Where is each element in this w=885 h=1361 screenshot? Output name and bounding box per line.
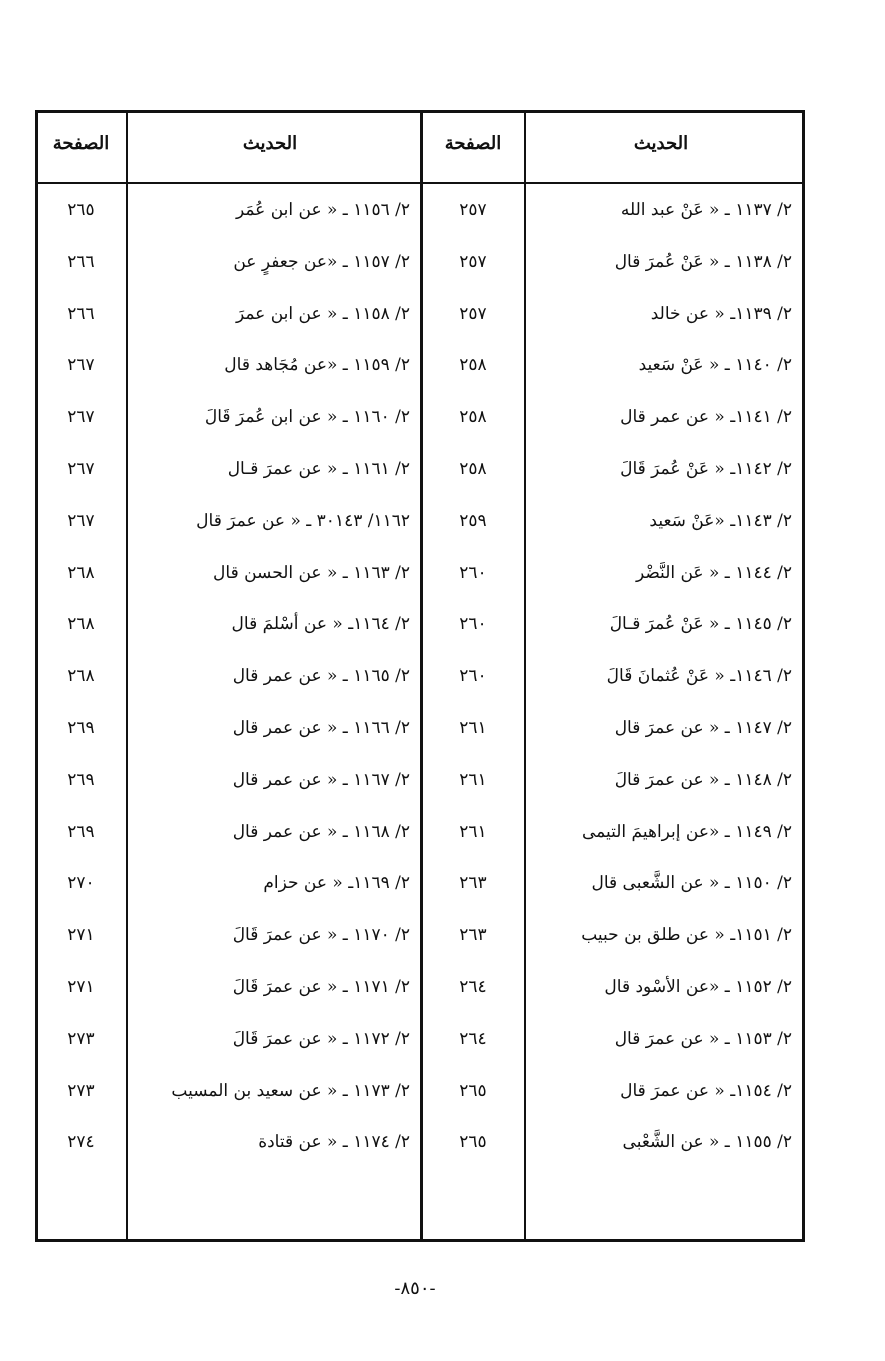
- hadith-cell: ٢/ ١١٥٤ـ « عن عمرَ قال: [620, 1080, 792, 1101]
- hadith-cell: ٢/ ١١٤٥ ـ « عَنْ عُمرَ قـالَ: [609, 614, 792, 635]
- column-header: الحديث: [633, 133, 689, 154]
- hadith-cell: ٢/ ١١٧٠ ـ « عن عمرَ قَالَ: [232, 925, 410, 946]
- hadith-cell: ٢/ ١١٧٢ ـ « عن عمرَ قَالَ: [232, 1028, 410, 1049]
- hadith-cell: ٢/ ١١٦١ ـ « عن عمرَ قـال: [227, 459, 410, 479]
- hadith-cell: ٢/ ١١٤٢ـ « عَنْ عُمرَ قَالَ: [620, 459, 792, 479]
- header-rule: [35, 182, 805, 184]
- page-cell: ٢٦٧: [67, 459, 95, 479]
- hadith-cell: ٢/ ١١٦٠ ـ « عن ابن عُمرَ قَالَ: [204, 407, 410, 428]
- page-cell: ٢٦٩: [67, 821, 95, 842]
- page-cell: ٢٥٨: [459, 355, 487, 376]
- page-cell: ٢٧٣: [67, 1028, 95, 1049]
- page-cell: ٢٥٧: [459, 303, 487, 324]
- page-cell: ٢٦١: [459, 821, 487, 842]
- page-cell: ٢٦٩: [67, 769, 95, 790]
- column-header: الصفحة: [52, 133, 110, 154]
- hadith-cell: ٢/ ١١٥٩ ـ «عن مُجَاهد قال: [224, 355, 410, 376]
- hadith-cell: ٢/ ١١٧٣ ـ « عن سعيد بن المسيب: [171, 1080, 410, 1101]
- hadith-cell: ٢/ ١١٥٦ ـ « عن ابن عُمَر: [235, 200, 410, 220]
- page-cell: ٢٧١: [67, 977, 95, 997]
- hadith-cell: ٢/ ١١٧٤ ـ « عن قتادة: [258, 1132, 410, 1153]
- hadith-cell: ٢/ ١١٤٣ـ «عَنْ سَعيد: [649, 510, 792, 531]
- page-cell: ٢٦٠: [459, 614, 487, 635]
- column-rule: [126, 110, 128, 1242]
- hadith-cell: ١١٦٢/ ٣٠١٤٣ ـ « عن عمرَ قال: [196, 510, 410, 531]
- page-cell: ٢٥٧: [459, 200, 487, 220]
- page-cell: ٢٦٣: [459, 925, 487, 946]
- page-cell: ٢٥٧: [459, 251, 487, 272]
- hadith-cell: ٢/ ١١٥٣ ـ « عن عمرَ قال: [614, 1028, 792, 1049]
- hadith-cell: ٢/ ١١٥٠ ـ « عن الشَّعبى قال: [591, 873, 792, 894]
- page-cell: ٢٥٨: [459, 407, 487, 428]
- hadith-cell: ٢/ ١١٥٧ ـ «عن جعفرٍ عن: [233, 251, 410, 272]
- page-cell: ٢٦٦: [67, 303, 95, 324]
- page-cell: ٢٦١: [459, 718, 487, 738]
- hadith-cell: ٢/ ١١٧١ ـ « عن عمرَ قَالَ: [232, 977, 410, 997]
- page-cell: ٢٦٣: [459, 873, 487, 894]
- page-cell: ٢٥٩: [459, 510, 487, 531]
- hadith-cell: ٢/ ١١٤٦ـ « عَنْ عُثمانَ قَالَ: [606, 666, 792, 687]
- column-rule: [420, 110, 423, 1242]
- page-cell: ٢٦٠: [459, 562, 487, 583]
- hadith-cell: ٢/ ١١٦٦ ـ « عن عمر قال: [232, 718, 410, 738]
- hadith-cell: ٢/ ١١٦٩ـ « عن حزام: [263, 873, 410, 894]
- hadith-cell: ٢/ ١١٦٧ ـ « عن عمر قال: [232, 769, 410, 790]
- page-cell: ٢٦٨: [67, 614, 95, 635]
- hadith-cell: ٢/ ١١٤٨ ـ « عن عمرَ قالَ: [614, 769, 792, 790]
- hadith-cell: ٢/ ١١٥٨ ـ « عن ابن عمرَ: [235, 303, 410, 324]
- hadith-cell: ٢/ ١١٦٤ـ « عن أسْلمَ قال: [231, 614, 410, 635]
- page-cell: ٢٦٤: [459, 977, 487, 997]
- page-cell: ٢٦٥: [459, 1080, 487, 1101]
- page-cell: ٢٦٥: [459, 1132, 487, 1153]
- hadith-cell: ٢/ ١١٥١ـ « عن طلق بن حبيب: [581, 925, 792, 946]
- hadith-cell: ٢/ ١١٤٧ ـ « عن عمرَ قال: [614, 718, 792, 738]
- hadith-cell: ٢/ ١١٤٠ ـ « عَنْ سَعيد: [638, 355, 792, 376]
- page-cell: ٢٦٧: [67, 510, 95, 531]
- page-cell: ٢٧٣: [67, 1080, 95, 1101]
- hadith-cell: ٢/ ١١٤٤ ـ « عَن النَّضْر: [635, 562, 792, 583]
- hadith-cell: ٢/ ١١٣٩ـ « عن خالد: [650, 303, 792, 324]
- page-cell: ٢٦٧: [67, 355, 95, 376]
- page-cell: ٢٦١: [459, 769, 487, 790]
- hadith-cell: ٢/ ١١٦٥ ـ « عن عمر قال: [232, 666, 410, 687]
- hadith-cell: ٢/ ١١٣٨ ـ « عَنْ عُمرَ قال: [614, 251, 792, 272]
- hadith-cell: ٢/ ١١٤١ـ « عن عمر قال: [620, 407, 792, 428]
- page-cell: ٢٦٧: [67, 407, 95, 428]
- hadith-cell: ٢/ ١١٥٥ ـ « عن الشَّعْبى: [622, 1132, 792, 1153]
- page-cell: ٢٧١: [67, 925, 95, 946]
- hadith-cell: ٢/ ١١٣٧ ـ « عَنْ عبد الله: [620, 200, 792, 220]
- column-header: الحديث: [242, 133, 298, 154]
- page-cell: ٢٦٨: [67, 666, 95, 687]
- page-cell: ٢٦٩: [67, 718, 95, 738]
- page-cell: ٢٦٦: [67, 251, 95, 272]
- page-cell: ٢٦٨: [67, 562, 95, 583]
- page-cell: ٢٦٤: [459, 1028, 487, 1049]
- page-cell: ٢٧٤: [67, 1132, 95, 1153]
- column-rule: [524, 110, 526, 1242]
- page-cell: ٢٦٥: [67, 200, 95, 220]
- page-cell: ٢٦٠: [459, 666, 487, 687]
- hadith-cell: ٢/ ١١٤٩ ـ «عن إبراهيمَ التيمى: [581, 821, 792, 842]
- column-header: الصفحة: [444, 133, 502, 154]
- page-number: -٨٥٠-: [394, 1278, 436, 1299]
- hadith-cell: ٢/ ١١٦٣ ـ « عن الحسن قال: [213, 562, 410, 583]
- page-cell: ٢٥٨: [459, 459, 487, 479]
- hadith-cell: ٢/ ١١٥٢ ـ «عن الأسْود قال: [604, 977, 792, 997]
- page-cell: ٢٧٠: [67, 873, 95, 894]
- hadith-cell: ٢/ ١١٦٨ ـ « عن عمر قال: [232, 821, 410, 842]
